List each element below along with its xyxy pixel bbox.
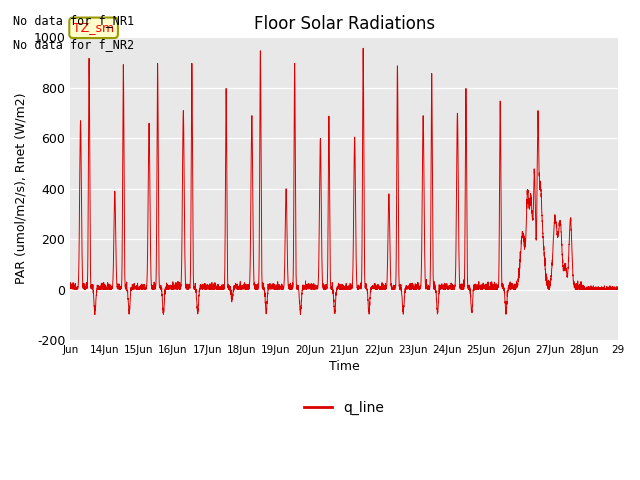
Legend: q_line: q_line bbox=[299, 396, 390, 420]
Y-axis label: PAR (umol/m2/s), Rnet (W/m2): PAR (umol/m2/s), Rnet (W/m2) bbox=[15, 93, 28, 285]
X-axis label: Time: Time bbox=[329, 360, 360, 373]
Title: Floor Solar Radiations: Floor Solar Radiations bbox=[254, 15, 435, 33]
Text: No data for f_NR1: No data for f_NR1 bbox=[13, 14, 134, 27]
Text: No data for f_NR2: No data for f_NR2 bbox=[13, 38, 134, 51]
Text: TZ_sm: TZ_sm bbox=[73, 21, 114, 34]
